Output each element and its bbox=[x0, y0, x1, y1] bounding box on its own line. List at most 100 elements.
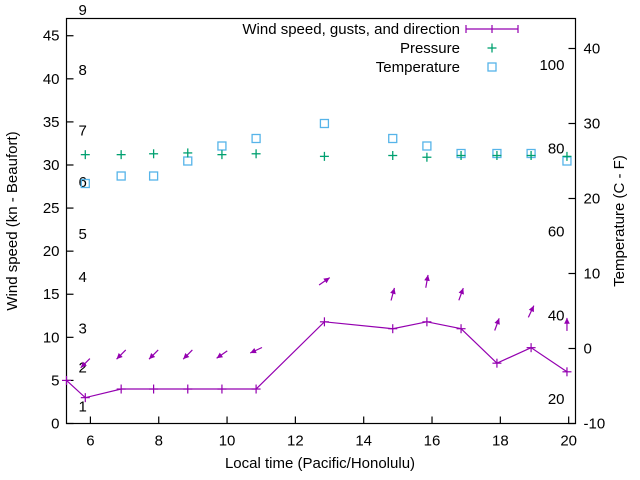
legend-label: Wind speed, gusts, and direction bbox=[242, 21, 460, 38]
pressure-point bbox=[388, 151, 398, 161]
legend-swatch-square bbox=[487, 62, 497, 72]
beaufort-label: 8 bbox=[79, 62, 87, 79]
beaufort-label: 3 bbox=[79, 321, 87, 338]
wind-direction-arrow bbox=[216, 350, 228, 359]
temperature-point bbox=[116, 171, 126, 181]
fahrenheit-scale-labels: 20 40 60 80 100 bbox=[539, 57, 564, 408]
temperature-point bbox=[388, 133, 398, 144]
temperature-point bbox=[217, 141, 227, 151]
wind-speed-point bbox=[388, 324, 398, 334]
wind-speed-point bbox=[422, 317, 432, 327]
chart-legend[interactable]: Wind speed, gusts, and direction Pressure… bbox=[242, 21, 519, 76]
y2-axis-title: Temperature (C - F) bbox=[611, 155, 628, 287]
wind-speed-point bbox=[251, 384, 261, 394]
y2-tick-label: 10 bbox=[584, 266, 601, 283]
beaufort-label: 1 bbox=[79, 398, 87, 415]
fahrenheit-label: 80 bbox=[548, 140, 565, 157]
wind-speed-line bbox=[66, 321, 568, 399]
wind-direction-arrow bbox=[318, 277, 331, 286]
legend-label: Temperature bbox=[376, 59, 460, 76]
x-tick-label: 10 bbox=[219, 433, 236, 450]
temperature-point bbox=[422, 141, 432, 151]
x-axis-title: Local time (Pacific/Honolulu) bbox=[225, 455, 415, 472]
y-tick-label: 25 bbox=[43, 200, 60, 217]
temperature-point bbox=[80, 178, 90, 189]
pressure-point bbox=[183, 148, 193, 158]
pressure-point bbox=[116, 150, 126, 160]
fahrenheit-label: 100 bbox=[539, 57, 564, 74]
x-tick-label: 12 bbox=[287, 433, 304, 450]
x-tick-label: 16 bbox=[424, 433, 441, 450]
beaufort-label: 9 bbox=[79, 2, 87, 19]
wind-speed-series bbox=[62, 317, 572, 403]
y-tick-label: 30 bbox=[43, 157, 60, 174]
wind-direction-arrow bbox=[564, 317, 570, 331]
wind-direction-arrow bbox=[116, 349, 127, 360]
y-axis-title: Wind speed (kn - Beaufort) bbox=[4, 131, 21, 310]
pressure-point bbox=[456, 151, 466, 161]
wind-speed-point bbox=[492, 358, 502, 368]
temperature-point bbox=[251, 133, 261, 144]
legend-entry[interactable]: Pressure bbox=[400, 40, 497, 57]
y2-tick-label: 20 bbox=[584, 191, 601, 208]
beaufort-label: 2 bbox=[79, 359, 87, 376]
wind-speed-point bbox=[217, 384, 227, 394]
pressure-point bbox=[492, 151, 502, 161]
pressure-point bbox=[562, 151, 572, 161]
y-tick-label: 45 bbox=[43, 28, 60, 45]
pressure-point bbox=[217, 150, 227, 160]
x-tick-label: 14 bbox=[355, 433, 372, 450]
wind-speed-point bbox=[62, 375, 71, 385]
y-tick-label: 15 bbox=[43, 286, 60, 303]
wind-direction-arrows bbox=[80, 274, 570, 369]
wind-direction-arrow bbox=[527, 305, 535, 318]
x-axis-ticks: 6 8 10 12 14 16 18 20 bbox=[86, 416, 577, 450]
y-tick-label: 0 bbox=[51, 416, 59, 433]
wind-direction-arrow bbox=[148, 349, 159, 360]
wind-speed-point bbox=[319, 317, 329, 327]
wind-speed-point bbox=[526, 343, 536, 353]
pressure-point bbox=[422, 152, 432, 162]
wind-speed-point bbox=[116, 384, 126, 394]
wind-speed-point bbox=[80, 393, 90, 403]
y2-tick-label: -10 bbox=[584, 416, 606, 433]
beaufort-label: 4 bbox=[79, 269, 87, 286]
y-tick-label: 40 bbox=[43, 71, 60, 88]
temperature-point bbox=[319, 118, 330, 129]
temperature-point bbox=[148, 171, 159, 181]
x-tick-label: 8 bbox=[155, 433, 163, 450]
wind-direction-arrow bbox=[390, 287, 396, 301]
wind-direction-arrow bbox=[80, 358, 91, 369]
y-tick-label: 35 bbox=[43, 114, 60, 131]
legend-entry[interactable]: Wind speed, gusts, and direction bbox=[242, 21, 519, 38]
pressure-point bbox=[319, 151, 329, 161]
y2-tick-label: 40 bbox=[584, 41, 601, 58]
fahrenheit-label: 60 bbox=[548, 224, 565, 241]
wind-speed-point bbox=[183, 384, 193, 394]
fahrenheit-label: 40 bbox=[548, 308, 565, 325]
y-tick-label: 5 bbox=[51, 372, 59, 389]
x-tick-label: 20 bbox=[560, 433, 577, 450]
y-tick-label: 10 bbox=[43, 329, 60, 346]
wind-direction-arrow bbox=[494, 318, 500, 331]
beaufort-label: 7 bbox=[79, 123, 87, 140]
wind-direction-arrow bbox=[424, 274, 430, 288]
x-tick-label: 18 bbox=[492, 433, 509, 450]
wind-direction-arrow bbox=[458, 287, 464, 301]
fahrenheit-label: 20 bbox=[548, 391, 565, 408]
y2-tick-label: 30 bbox=[584, 116, 601, 133]
wind-speed-point bbox=[562, 367, 572, 377]
pressure-point bbox=[149, 149, 159, 159]
plot-frame bbox=[65, 17, 577, 425]
legend-entry[interactable]: Temperature bbox=[376, 59, 497, 76]
y-tick-label: 20 bbox=[43, 243, 60, 260]
y2-axis-ticks: -10 0 10 20 30 40 bbox=[568, 41, 606, 433]
y2-tick-label: 0 bbox=[584, 341, 592, 358]
wind-speed-point bbox=[149, 384, 159, 394]
pressure-point bbox=[80, 150, 90, 160]
legend-label: Pressure bbox=[400, 40, 460, 57]
wind-speed-point bbox=[456, 324, 466, 334]
